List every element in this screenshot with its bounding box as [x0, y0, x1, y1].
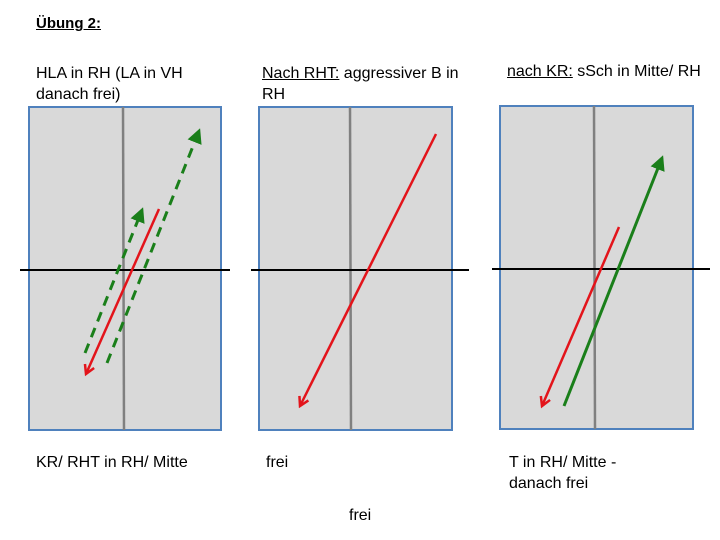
panel-2-heading: Nach RHT: aggressiver B in RH [262, 63, 472, 105]
field-panel-1 [28, 106, 222, 431]
field-panel-3 [499, 105, 694, 430]
panel-3-heading-underlined: nach KR: [507, 63, 573, 80]
center-line-1 [121, 106, 126, 431]
panel-2-caption: frei [266, 454, 289, 471]
center-line-3 [592, 105, 597, 430]
panel-3-heading-text: sSch in Mitte/ RH [572, 63, 701, 80]
field-panel-2 [258, 106, 453, 431]
field-rect-2 [258, 106, 453, 431]
green-dashed-arrow [105, 128, 202, 364]
panel-3-heading: nach KR: sSch in Mitte/ RH [507, 61, 707, 82]
red-solid-arrow [539, 226, 621, 409]
field-rect-3 [499, 105, 694, 430]
panel-1-heading-text: HLA in RH (LA in VH danach frei) [36, 65, 183, 103]
green-solid-arrow [562, 155, 665, 407]
panel-2-heading-text: aggressiver B in RH [262, 65, 459, 103]
bottom-caption: frei [349, 507, 372, 524]
green-dashed-arrow [83, 207, 145, 354]
red-solid-arrow [83, 208, 161, 377]
exercise-title: Übung 2: [36, 15, 101, 32]
red-solid-arrow [298, 133, 438, 409]
center-line-2 [348, 106, 353, 431]
panel-3-caption: T in RH/ Mitte - danach frei [509, 454, 617, 492]
panel-2-heading-underlined: Nach RHT: [262, 65, 340, 82]
panel-1-heading: HLA in RH (LA in VH danach frei) [36, 63, 236, 105]
panel-1-caption: KR/ RHT in RH/ Mitte [36, 454, 188, 471]
